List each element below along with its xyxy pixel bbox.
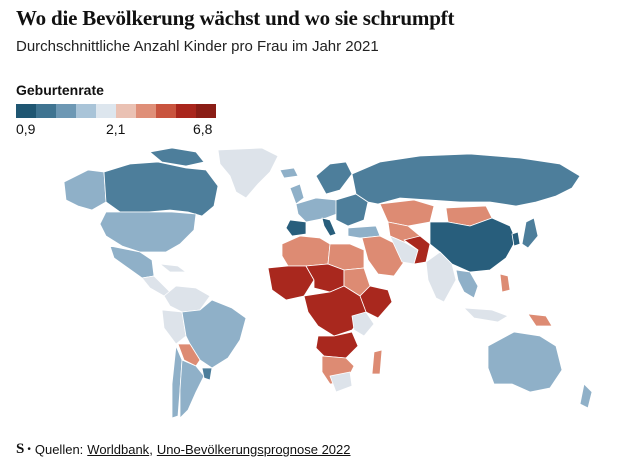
legend-swatch — [96, 104, 116, 118]
region-north-africa-west — [281, 235, 331, 267]
world-map — [63, 147, 593, 419]
region-philippines — [499, 273, 511, 293]
region-uk — [289, 183, 305, 205]
region-indonesia — [463, 307, 509, 323]
region-east-africa — [351, 311, 375, 337]
region-alaska — [63, 169, 107, 211]
legend-swatch — [196, 104, 216, 118]
region-madagascar — [371, 349, 383, 375]
region-russia — [351, 153, 581, 207]
region-india — [425, 251, 457, 303]
region-canada — [103, 161, 219, 217]
source-link-worldbank[interactable]: Worldbank — [87, 442, 150, 457]
region-southern-central-africa — [315, 331, 359, 359]
region-usa — [99, 211, 197, 253]
legend-swatch — [36, 104, 56, 118]
region-bolivia — [177, 343, 201, 367]
source-link-uno[interactable]: Uno-Bevölkerungsprognose 2022 — [156, 442, 351, 457]
region-uruguay — [201, 367, 213, 381]
legend-color-bar — [16, 104, 216, 118]
source-separator: , — [149, 442, 153, 457]
legend-swatch — [76, 104, 96, 118]
legend-min-label: 0,9 — [16, 121, 36, 137]
legend-swatch — [156, 104, 176, 118]
legend-swatch — [16, 104, 36, 118]
source-prefix: Quellen: — [34, 442, 84, 457]
region-southeast-asia — [455, 269, 479, 299]
region-png — [527, 313, 553, 327]
region-korea — [511, 231, 521, 247]
region-new-zealand — [579, 383, 593, 409]
region-japan — [521, 217, 539, 249]
region-australia — [487, 331, 563, 393]
region-iberia — [285, 219, 307, 237]
brand-logo: S — [16, 441, 25, 457]
legend-mid-label: 2,1 — [106, 121, 126, 137]
region-caribbean — [159, 263, 187, 273]
legend-swatch — [56, 104, 76, 118]
region-west-africa — [267, 265, 315, 301]
region-scandinavia — [315, 161, 353, 195]
region-south-africa — [329, 371, 353, 393]
region-italy — [321, 217, 337, 237]
region-greenland — [217, 147, 279, 199]
footer: S • Quellen: Worldbank , Uno-Bevölkerung… — [16, 441, 351, 458]
region-iceland — [279, 167, 299, 179]
page-title: Wo die Bevölkerung wächst und wo sie sch… — [16, 6, 455, 30]
legend-swatch — [116, 104, 136, 118]
page-subtitle: Durchschnittliche Anzahl Kinder pro Frau… — [16, 38, 379, 55]
region-arctic-islands — [149, 147, 205, 167]
region-colombia-venezuela — [163, 285, 211, 313]
bullet-icon: • — [27, 444, 31, 455]
region-middle-east — [361, 235, 405, 277]
legend-swatch — [136, 104, 156, 118]
legend-swatch — [176, 104, 196, 118]
region-brazil — [181, 299, 247, 369]
region-western-europe — [295, 197, 343, 223]
legend-title: Geburtenrate — [16, 82, 104, 98]
legend-max-label: 6,8 — [193, 121, 213, 137]
region-peru — [161, 309, 187, 345]
region-argentina — [179, 359, 205, 419]
